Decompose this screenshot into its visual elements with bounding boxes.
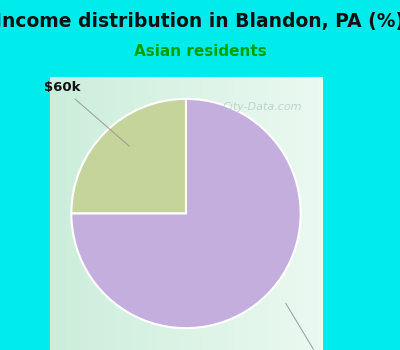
Text: Income distribution in Blandon, PA (%): Income distribution in Blandon, PA (%) [0,12,400,31]
Text: Asian residents: Asian residents [134,44,266,59]
Wedge shape [71,99,301,328]
Text: $60k: $60k [44,82,129,146]
Text: > $200k: > $200k [286,303,351,350]
Text: City-Data.com: City-Data.com [223,102,302,112]
Wedge shape [71,99,186,214]
